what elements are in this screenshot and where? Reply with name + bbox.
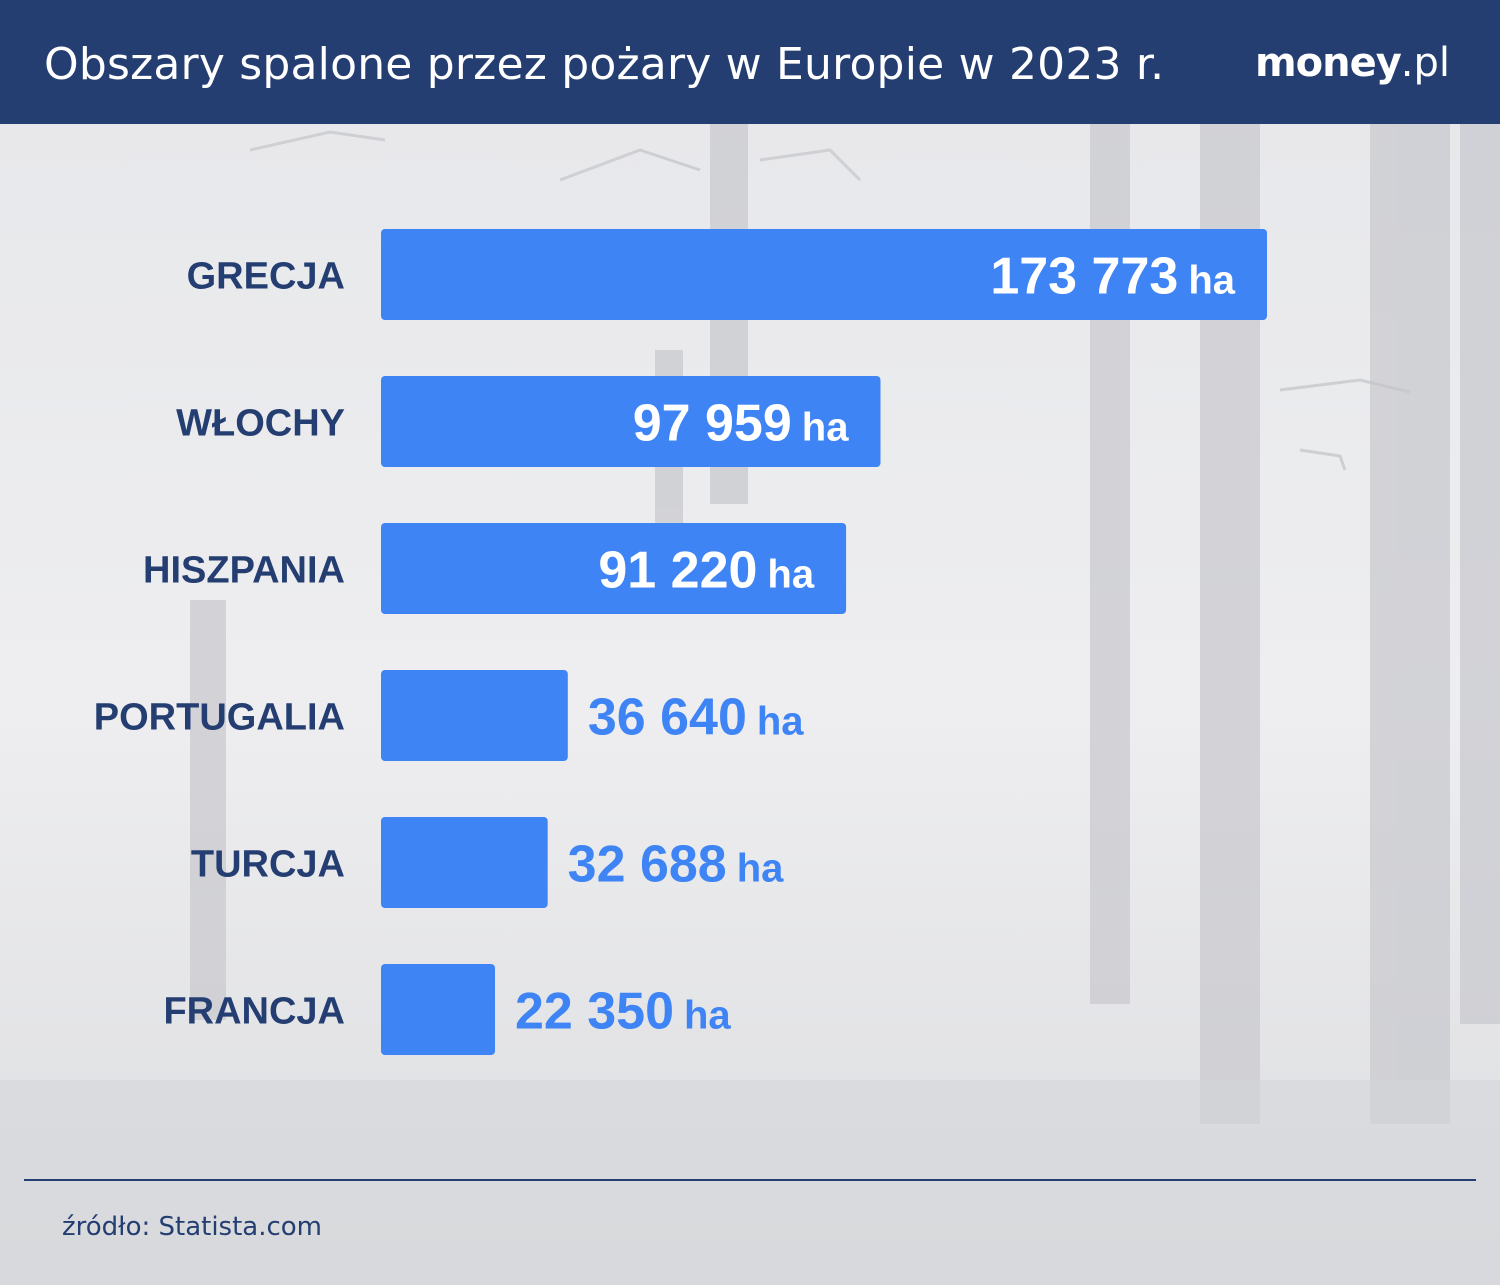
value-label: 32 688 ha [568,836,784,894]
category-label: FRANCJA [163,991,345,1033]
bar [381,229,1267,320]
value-unit: ha [684,994,731,1038]
category-label: WŁOCHY [176,403,345,445]
bar [381,817,548,908]
value-number: 91 220 [598,542,757,600]
category-label: GRECJA [187,256,345,298]
value-unit: ha [767,553,814,597]
value-number: 32 688 [568,836,727,894]
value-number: 97 959 [633,395,792,453]
brand-logo-suffix: .pl [1400,40,1450,86]
value-unit: ha [1188,259,1235,303]
value-unit: ha [802,406,849,450]
value-unit: ha [757,700,804,744]
brand-logo: money.pl [1255,38,1450,88]
bar [381,670,568,761]
value-label: 22 350 ha [515,983,731,1041]
source-note: źródło: Statista.com [62,1212,323,1242]
value-label: 97 959 ha [633,395,849,453]
value-unit: ha [737,847,784,891]
value-number: 36 640 [588,689,747,747]
bar [381,376,881,467]
bar [381,964,495,1055]
value-number: 173 773 [990,248,1178,306]
category-label: HISZPANIA [143,550,345,592]
page-title: Obszary spalone przez pożary w Europie w… [44,39,1165,90]
bar [381,523,847,614]
value-label: 91 220 ha [598,542,814,600]
header-bar: Obszary spalone przez pożary w Europie w… [0,0,1500,124]
footer-divider [24,1179,1476,1181]
category-label: TURCJA [191,844,345,886]
category-label: PORTUGALIA [94,697,345,739]
value-label: 36 640 ha [588,689,804,747]
value-number: 22 350 [515,983,674,1041]
brand-logo-main: money [1254,40,1402,86]
value-label: 173 773 ha [990,248,1235,306]
